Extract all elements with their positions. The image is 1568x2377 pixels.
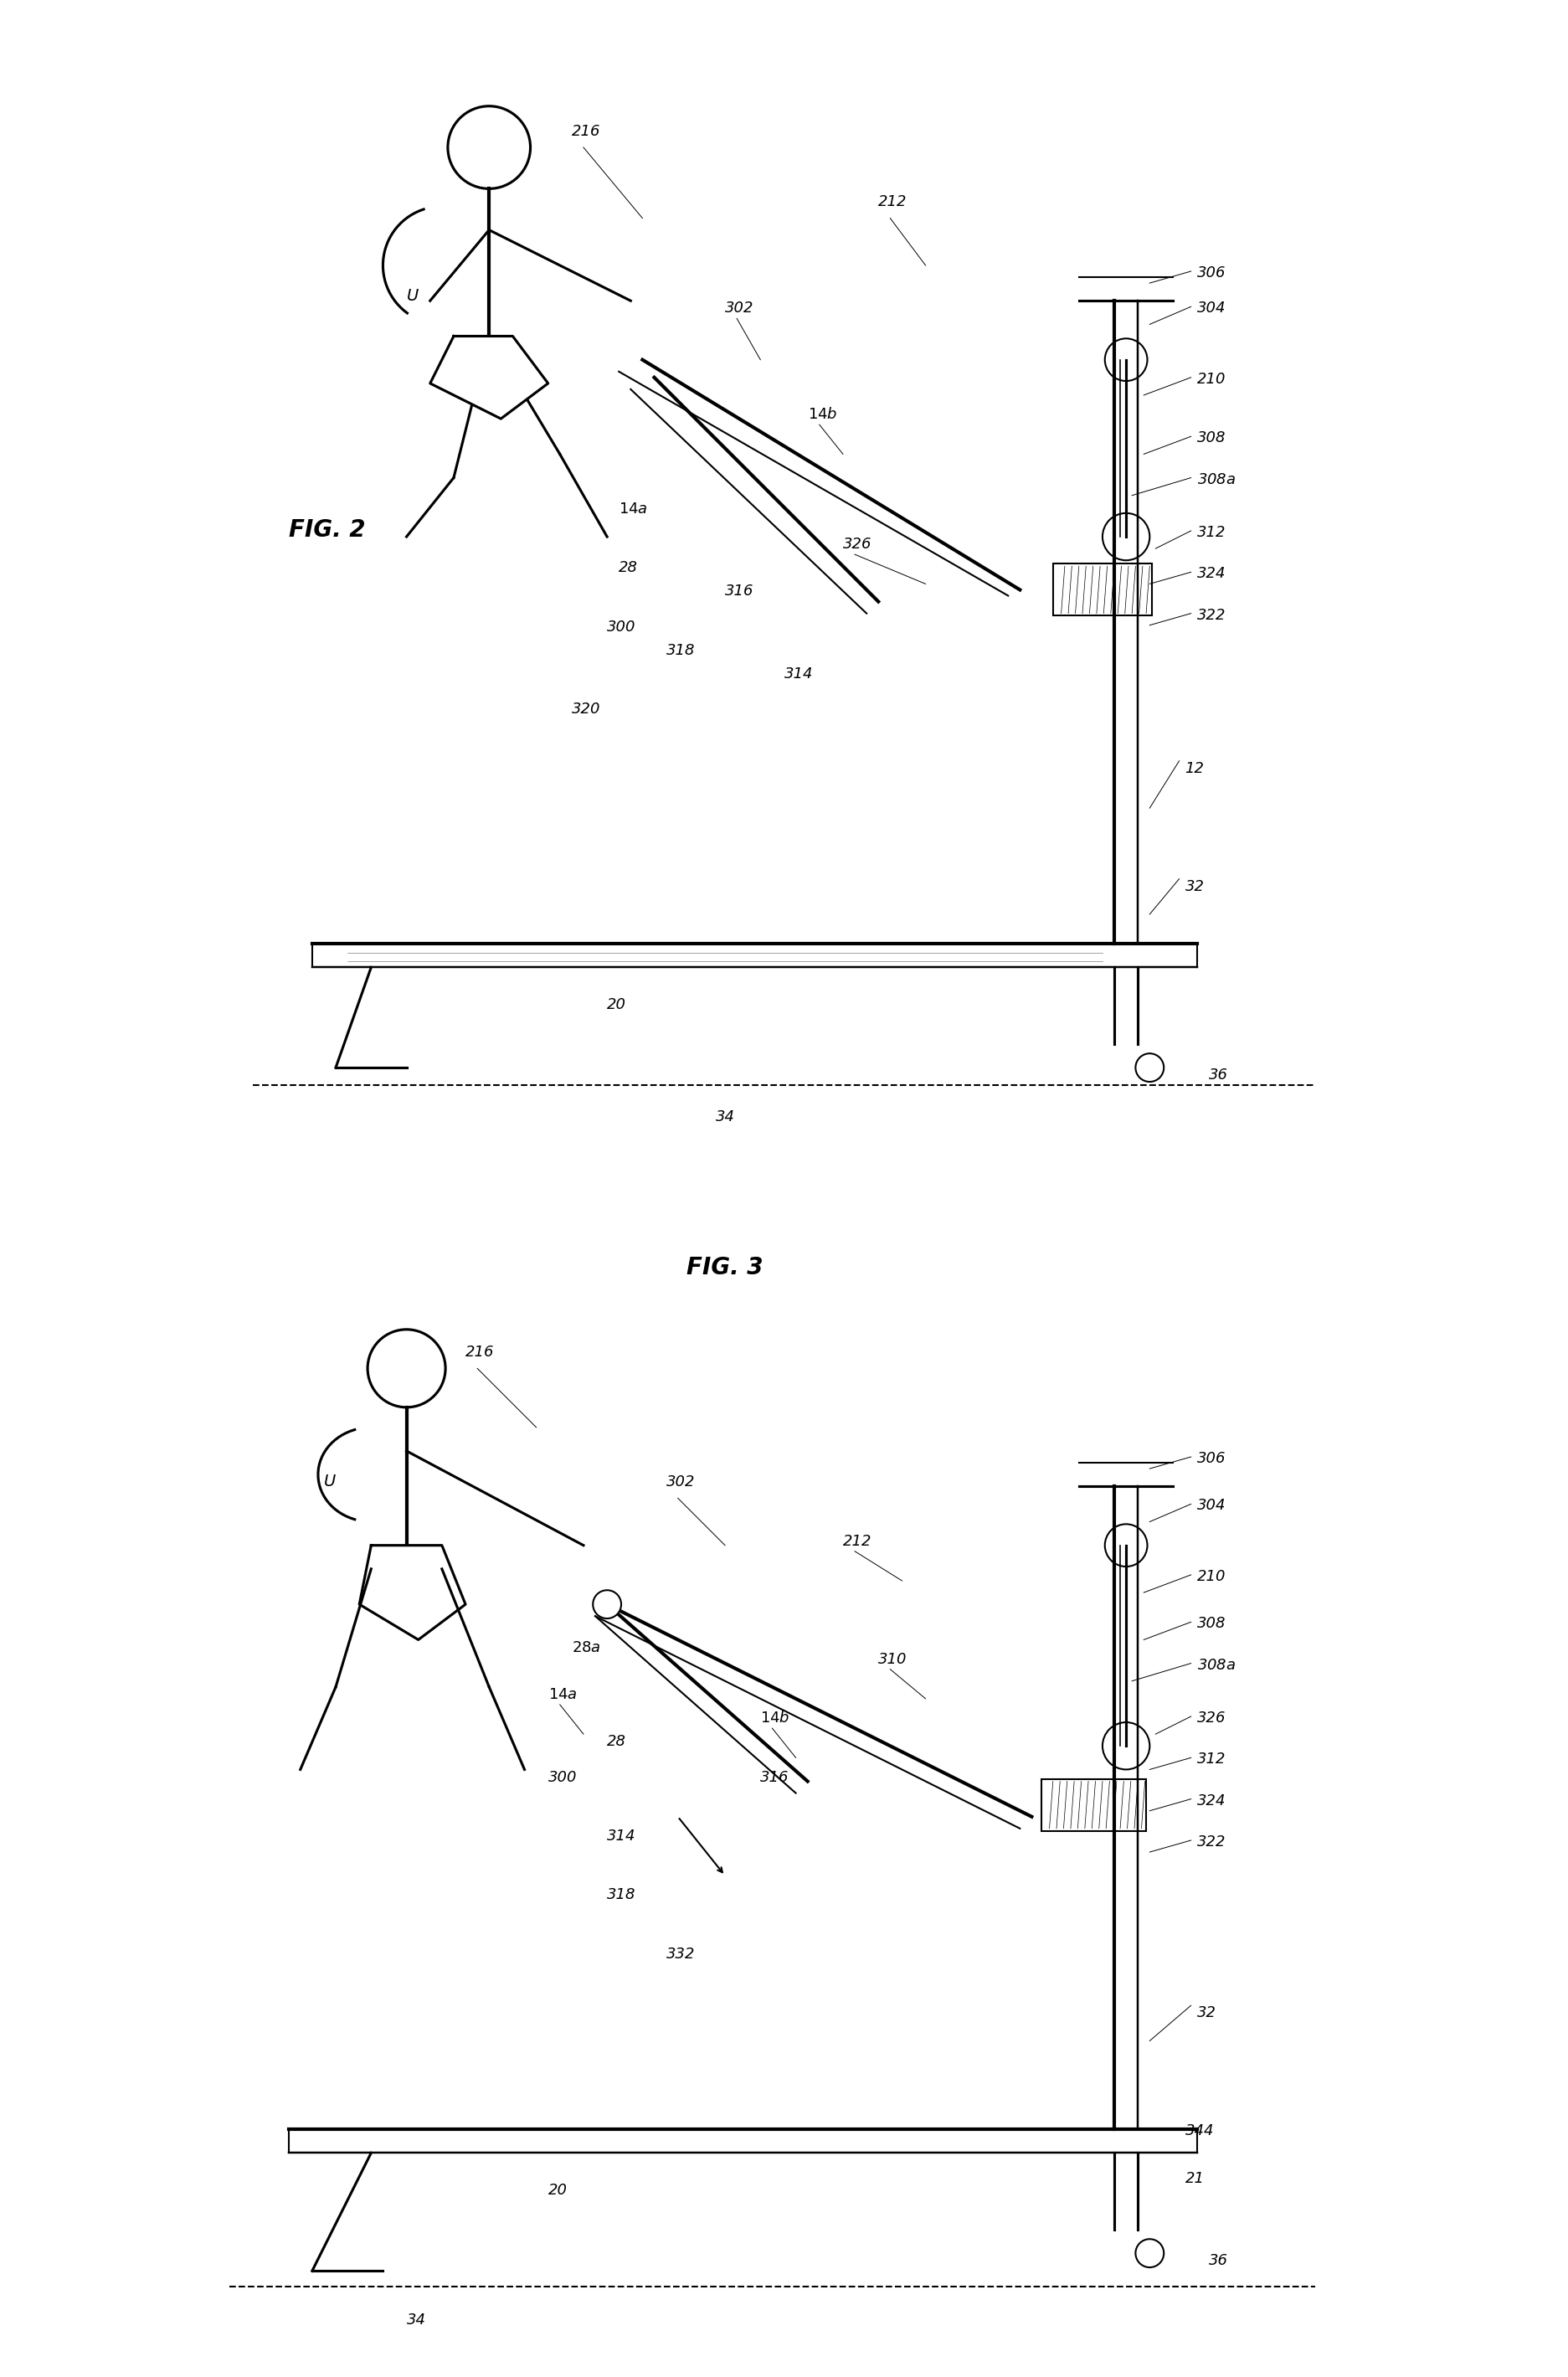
Text: FIG. 3: FIG. 3 [687,1255,764,1279]
Text: 21: 21 [1185,2170,1204,2187]
FancyBboxPatch shape [1054,563,1152,616]
Text: 20: 20 [549,2182,568,2199]
Text: 36: 36 [1209,2253,1228,2268]
Text: 316: 316 [760,1768,789,1785]
Text: 32: 32 [1196,2006,1217,2020]
Text: 300: 300 [607,620,637,635]
Text: FIG. 2: FIG. 2 [289,518,365,542]
Text: 312: 312 [1196,525,1226,540]
Text: 34: 34 [715,1110,735,1124]
Text: 308: 308 [1196,430,1226,444]
Text: 326: 326 [844,537,872,551]
Polygon shape [430,335,549,418]
Text: 304: 304 [1196,1498,1226,1514]
Text: 36: 36 [1209,1067,1228,1084]
Text: 210: 210 [1196,371,1226,387]
Text: 216: 216 [572,124,601,138]
Text: 34: 34 [406,2313,426,2327]
Text: 212: 212 [878,195,908,209]
Text: 316: 316 [724,585,754,599]
Text: 304: 304 [1196,302,1226,316]
Text: 332: 332 [666,1947,695,1961]
Text: 322: 322 [1196,1835,1226,1849]
Text: 302: 302 [666,1474,695,1490]
Text: 212: 212 [844,1533,872,1550]
Text: 344: 344 [1185,2123,1214,2139]
Text: 308: 308 [1196,1616,1226,1631]
Text: 308$a$: 308$a$ [1196,473,1236,487]
Text: 306: 306 [1196,1450,1226,1467]
Text: 28: 28 [619,561,638,575]
Text: 300: 300 [549,1768,577,1785]
Text: $14b$: $14b$ [808,406,837,423]
Text: 326: 326 [1196,1711,1226,1726]
Circle shape [593,1590,621,1619]
Text: 314: 314 [784,666,812,682]
Text: U: U [325,1474,336,1490]
Text: 318: 318 [607,1887,637,1902]
Polygon shape [359,1545,466,1640]
Text: 324: 324 [1196,1792,1226,1809]
Text: 308$a$: 308$a$ [1196,1657,1236,1673]
Text: 32: 32 [1185,879,1204,894]
Text: $14a$: $14a$ [549,1688,577,1702]
Text: 306: 306 [1196,266,1226,280]
Text: 302: 302 [724,302,754,316]
Text: U: U [406,288,419,304]
Text: 310: 310 [878,1652,908,1666]
Text: 216: 216 [466,1345,494,1360]
FancyBboxPatch shape [1041,1778,1146,1830]
Text: 210: 210 [1196,1569,1226,1583]
Text: $28a$: $28a$ [572,1640,601,1654]
Text: 12: 12 [1185,761,1204,775]
Text: 28: 28 [607,1735,626,1749]
Text: 318: 318 [666,642,695,658]
Text: 320: 320 [572,701,601,718]
Text: 324: 324 [1196,566,1226,582]
Text: 322: 322 [1196,609,1226,623]
Text: 20: 20 [607,996,626,1013]
Text: 312: 312 [1196,1752,1226,1766]
Text: 314: 314 [607,1828,637,1845]
Text: $14b$: $14b$ [760,1711,790,1726]
Text: $14a$: $14a$ [619,502,648,516]
